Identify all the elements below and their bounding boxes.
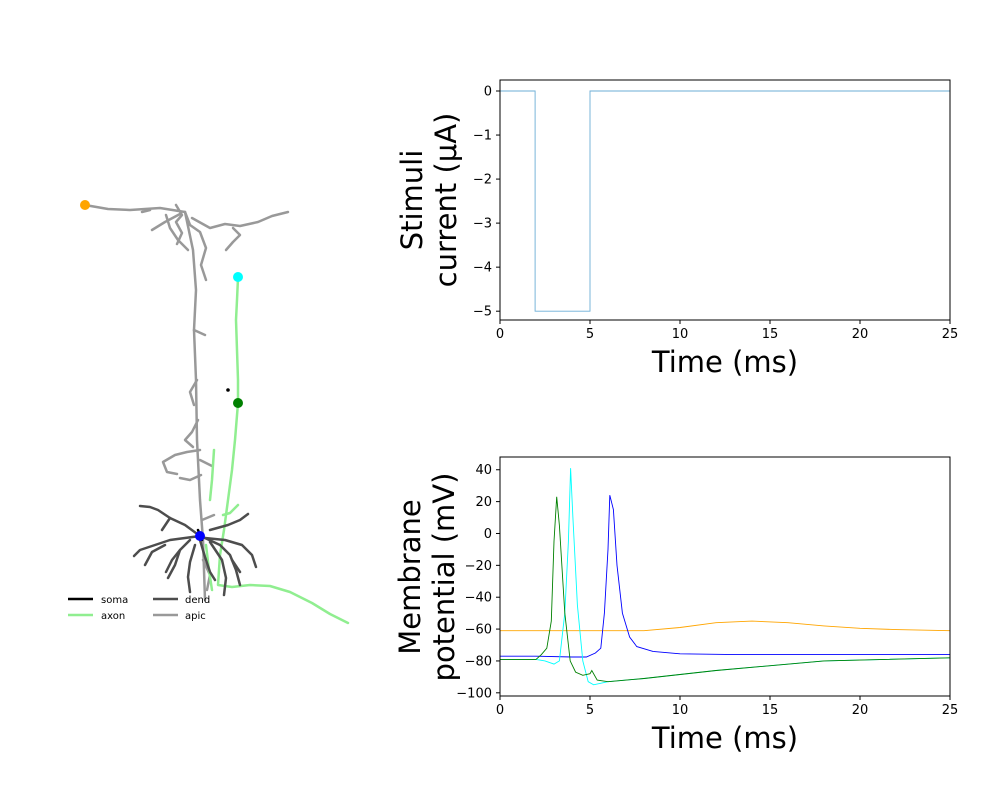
- legend-label-axon: axon: [101, 611, 125, 622]
- recording-site-green-marker: [233, 398, 243, 408]
- potential-y-tick-label: −80: [465, 654, 492, 669]
- stimulus-y-tick-label: −1: [473, 129, 492, 144]
- potential-x-axis-label: Time (ms): [651, 721, 798, 755]
- neuron-morphology: [80, 200, 350, 625]
- stimulus-y-tick-label: −3: [473, 217, 492, 232]
- stimulus-series-layer: [500, 90, 950, 312]
- legend-label-dend: dend: [185, 595, 210, 606]
- potential-y-tick-label: 0: [484, 527, 492, 542]
- basal-dendrites: [132, 504, 258, 597]
- recording-site-blue-marker: [195, 531, 205, 541]
- green-site-trace: [500, 496, 951, 683]
- stimulus-x-tick-label: 15: [762, 327, 779, 342]
- legend-label-soma: soma: [101, 595, 128, 606]
- recording-site-cyan-marker: [233, 272, 243, 282]
- legend-label-apic: apic: [185, 611, 206, 622]
- axon: [204, 276, 350, 625]
- potential-x-tick-label: 5: [586, 703, 594, 718]
- stimulus-x-tick-label: 10: [672, 327, 689, 342]
- stimulus-x-tick-label: 25: [942, 327, 959, 342]
- orange-site-trace: [500, 620, 951, 632]
- apical-dendrites: [83, 203, 290, 602]
- stimulus-y-axis-label-line1: Stimuli: [395, 150, 429, 251]
- stimulus-y-tick-label: −5: [473, 305, 492, 320]
- potential-x-tick-label: 0: [496, 703, 504, 718]
- morphology-legend: soma axon dend apic: [68, 595, 210, 622]
- stimulus-y-tick-label: −4: [473, 261, 492, 276]
- stimulus-y-axis-label-line2: current (μA): [429, 113, 463, 288]
- stimulus-y-tick-label: −2: [473, 173, 492, 188]
- stimulus-x-tick-label: 0: [496, 327, 504, 342]
- stimulus-axes-frame: [499, 79, 951, 321]
- potential-x-tick-label: 25: [942, 703, 959, 718]
- potential-x-tick-label: 20: [852, 703, 869, 718]
- potential-ticks-layer: 0 5 10 15 20 25 40 20 0 −20 −40 −60 −80 −100: [456, 463, 958, 718]
- potential-y-tick-label: −100: [456, 686, 492, 701]
- potential-x-tick-label: 15: [762, 703, 779, 718]
- stimulus-ticks-layer: 0 5 10 15 20 25 0 −1 −2 −3 −4 −5: [473, 85, 958, 342]
- membrane-potential-chart: 0 5 10 15 20 25 40 20 0 −20 −40 −60 −80 −100 Time (ms…: [393, 456, 958, 755]
- potential-axes-frame: [499, 456, 951, 697]
- blue-site-trace: [500, 495, 950, 658]
- small-marker: [226, 388, 230, 392]
- potential-y-tick-label: 40: [475, 463, 492, 478]
- stimulus-x-tick-label: 5: [586, 327, 594, 342]
- cyan-site-trace: [500, 468, 951, 686]
- stimulus-current-chart: 0 5 10 15 20 250−1−2−3−4−5 Time (ms) Stimuli …: [395, 79, 958, 379]
- potential-series-layer: [500, 468, 951, 686]
- potential-y-tick-label: −40: [465, 591, 492, 606]
- stimulus-current-line: [500, 90, 950, 312]
- stimulus-y-tick-label: 0: [484, 85, 492, 100]
- potential-x-tick-label: 10: [672, 703, 689, 718]
- recording-site-orange-marker: [80, 200, 90, 210]
- stimulus-x-axis-label: Time (ms): [651, 345, 798, 379]
- stimulus-x-tick-label: 20: [852, 327, 869, 342]
- potential-y-tick-label: −20: [465, 559, 492, 574]
- potential-y-tick-label: 20: [475, 495, 492, 510]
- potential-y-axis-label-line1: Membrane: [393, 499, 427, 654]
- potential-y-axis-label-line2: potential (mV): [427, 473, 461, 682]
- potential-y-tick-label: −60: [465, 623, 492, 638]
